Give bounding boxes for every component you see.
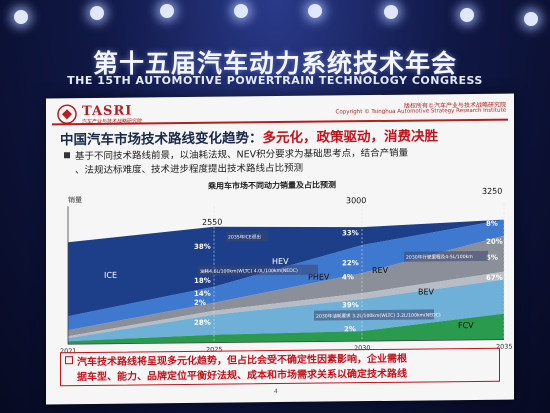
area-chart: 销量 乘用车市场不同动力销量及占比预测 2021 2025 2030 2035 2550 30… [60, 179, 513, 355]
annotation-text: 2030年行驶里程及4-5L/100km [406, 253, 473, 261]
y-axis-label: 销量 [68, 195, 82, 204]
percent-label: 67% [486, 274, 503, 282]
stage-light [14, 10, 28, 24]
series-name-label: BEV [418, 287, 435, 296]
page-number: 4 [274, 388, 278, 396]
congress-title-en: THE 15TH AUTOMOTIVE POWERTRAIN TECHNOLOG… [67, 74, 483, 87]
series-area-ice [68, 219, 504, 317]
conclusion-line-1: 汽车技术路线将呈现多元化趋势，但占比会受不确定性因素影响，企业需根 [77, 353, 407, 369]
series-area-rev [68, 271, 504, 339]
stage-light [234, 4, 248, 18]
total-label: 2550 [202, 218, 222, 227]
x-axis [68, 339, 504, 345]
annotation-text: 油耗4.6L/100km(WLTC) 4.0L/100km(NEDC) [200, 267, 298, 275]
series-name-label: ICE [104, 271, 117, 280]
annotation-box [198, 264, 318, 276]
series-area-bev [68, 279, 504, 342]
percent-label: 4% [342, 273, 354, 281]
stage-light [160, 4, 174, 18]
stage-light [90, 6, 104, 20]
annotation-text: 2030年油耗要求 3.2L/100km(WLTC) 3.2L/100km(NE… [316, 311, 441, 319]
conclusion-box: 汽车技术路线将呈现多元化趋势，但占比会受不确定性因素影响，企业需根 据车型、能力… [60, 347, 500, 387]
total-label: 3000 [346, 196, 366, 205]
chart-title: 乘用车市场不同动力销量及占比预测 [207, 179, 336, 190]
total-label: 3250 [482, 187, 502, 196]
series-name-label: HEV [272, 257, 289, 266]
percent-label: 18% [194, 277, 211, 285]
x-tick-label: 2025 [206, 346, 223, 354]
annotation-box [226, 231, 268, 242]
percent-label: 14% [194, 290, 211, 298]
percent-label: 39% [342, 301, 359, 309]
annotation-box [404, 250, 488, 262]
x-tick-label: 2035 [496, 343, 513, 351]
series-area-phev [68, 235, 504, 337]
percent-label: 8% [486, 220, 498, 228]
percent-label: 28% [194, 319, 211, 327]
percent-label: 2% [344, 325, 356, 333]
annotation-box [314, 309, 434, 321]
series-name-label: REV [372, 266, 389, 275]
stage-light [308, 4, 322, 18]
annotation-text: 2035年ICE退出 [228, 233, 261, 240]
percent-label: 20% [486, 238, 503, 246]
series-name-label: PHEV [308, 272, 330, 281]
series-area-fcv [68, 313, 504, 345]
percent-label: 33% [342, 229, 359, 237]
x-tick-label: 2030 [354, 344, 371, 352]
conclusion-line-2: 据车型、能力、品牌定位平衡好法规、成本和市场需求关系以确定技术路线 [77, 368, 407, 384]
stage-light [384, 5, 398, 19]
percent-label: 5% [486, 254, 498, 262]
stage-light [524, 12, 538, 26]
congress-title-cn: 第十五届汽车动力系统技术年会 [92, 49, 457, 78]
stage-light [460, 8, 474, 22]
series-name-label: FCV [458, 321, 474, 330]
percent-label: 2% [194, 299, 206, 307]
percent-label: 22% [342, 259, 359, 267]
bullet-square-icon [65, 356, 73, 365]
x-tick-label: 2021 [60, 347, 77, 355]
percent-label: 38% [194, 243, 211, 251]
projected-slide: TASRI 汽车产业与技术战略研究院 版权所有©汽车产业与技术战略研究院 Cop… [46, 93, 514, 405]
